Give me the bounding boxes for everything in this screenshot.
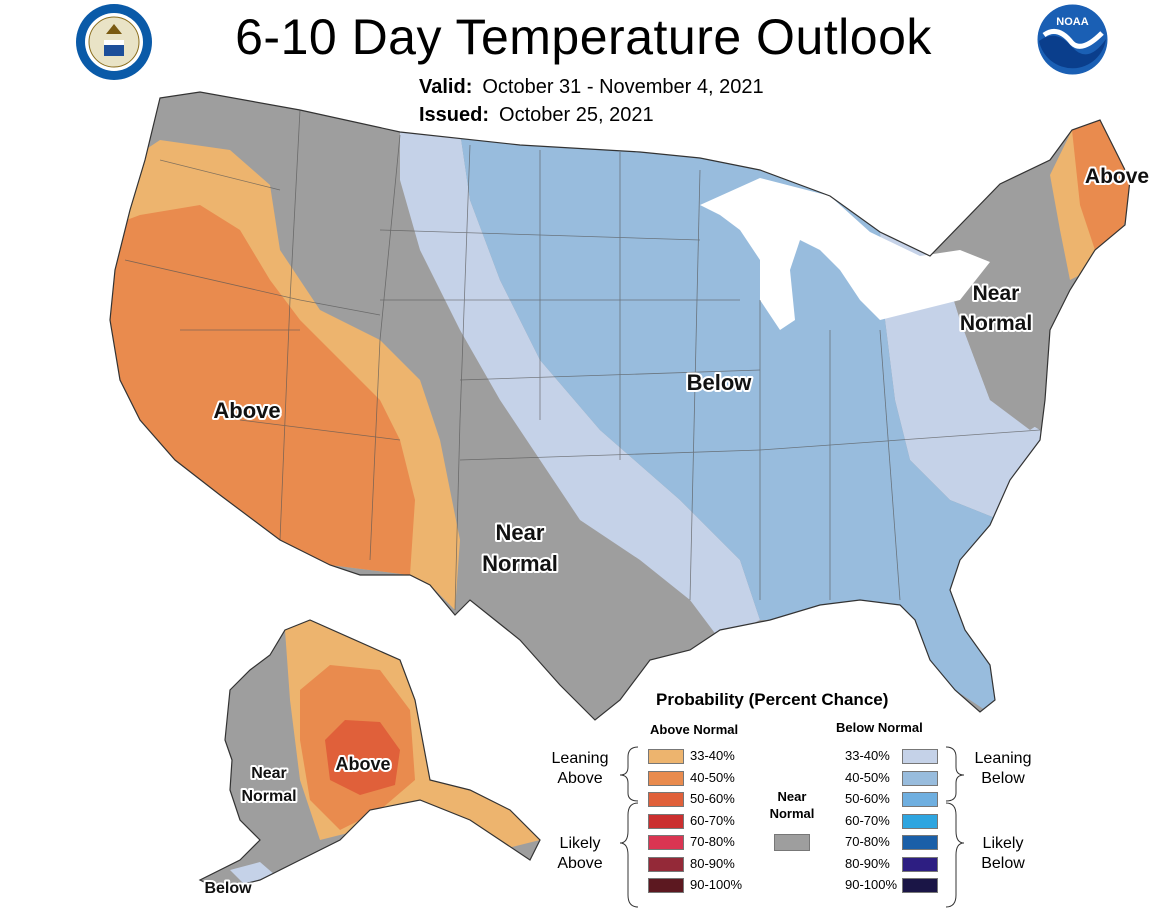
legend-below-header: Below Normal xyxy=(836,720,923,735)
legend-above-swatch xyxy=(648,770,684,786)
label-above-west: Above xyxy=(213,398,280,423)
label-near-texas-1: Near xyxy=(496,520,545,545)
legend-leaning-above: Leaning Above xyxy=(551,750,609,787)
near-normal-east-region xyxy=(930,160,1070,430)
legend-above-header: Above Normal xyxy=(650,722,739,737)
legend-below-swatch xyxy=(902,835,938,850)
legend-near-normal-label: Near Normal xyxy=(769,789,815,821)
legend-below-label: 90-100% xyxy=(845,877,898,892)
legend-below-label: 60-70% xyxy=(845,812,890,828)
legend-below-braces xyxy=(945,746,965,908)
legend-above-label: 60-70% xyxy=(690,812,735,828)
label-near-alaska-1: Near xyxy=(251,765,287,782)
alaska-likely-above-50-region xyxy=(325,720,400,795)
issued-label: Issued: xyxy=(419,104,490,126)
legend-below-label: 33-40% xyxy=(845,748,890,763)
legend-leaning-below: Leaning Below xyxy=(974,750,1032,787)
likely-above-maine-region xyxy=(1072,120,1130,250)
state-boundaries xyxy=(124,109,1041,611)
great-lakes xyxy=(700,178,990,330)
legend-below-swatch xyxy=(902,878,938,893)
valid-label: Valid: xyxy=(419,76,473,98)
legend-above-swatch xyxy=(648,856,684,872)
label-below-alaska: Below xyxy=(204,880,252,897)
legend-above-label: 50-60% xyxy=(690,791,735,806)
legend-below-label: 80-90% xyxy=(845,855,890,871)
legend-above-swatch xyxy=(648,878,684,893)
legend-below-swatch xyxy=(902,770,938,786)
label-above-alaska: Above xyxy=(335,754,390,774)
valid-value: October 31 - November 4, 2021 xyxy=(482,76,764,98)
legend-below-swatch xyxy=(902,856,938,872)
legend-likely-above: Likely Above xyxy=(557,835,603,872)
legend-title: Probability (Percent Chance) xyxy=(656,690,889,709)
issued-value: October 25, 2021 xyxy=(499,104,654,126)
alaska-below-region xyxy=(230,862,275,885)
alaska-outline xyxy=(198,619,541,891)
issued-date: Issued: October 25, 2021 xyxy=(419,104,654,127)
legend-below-label: 50-60% xyxy=(845,791,890,806)
noaa-logo: NOAA xyxy=(1037,4,1108,75)
legend-above-swatch xyxy=(648,792,684,807)
label-near-texas-2: Normal xyxy=(482,551,558,576)
page-title: 6-10 Day Temperature Outlook xyxy=(235,9,932,65)
legend-below-label: 70-80% xyxy=(845,834,890,849)
legend-above-swatch xyxy=(648,749,684,764)
legend-below-swatch xyxy=(902,813,938,829)
label-near-northeast-1: Near xyxy=(973,282,1020,305)
valid-dates: Valid: October 31 - November 4, 2021 xyxy=(419,76,764,99)
label-above-maine: Above xyxy=(1085,165,1149,188)
legend-above-label: 70-80% xyxy=(690,834,735,849)
legend-above-label: 90-100% xyxy=(690,877,743,892)
legend-below-swatch xyxy=(902,792,938,807)
legend-above-swatch xyxy=(648,835,684,850)
conus-outline xyxy=(109,91,1131,721)
legend-below-label: 40-50% xyxy=(845,769,890,785)
svg-text:NOAA: NOAA xyxy=(1056,16,1088,28)
commerce-seal-logo xyxy=(76,4,152,80)
legend-below-swatch xyxy=(902,749,938,764)
label-near-northeast-2: Normal xyxy=(960,312,1032,335)
label-below-central: Below xyxy=(687,370,753,395)
legend-above-label: 33-40% xyxy=(690,748,735,763)
legend-above-label: 80-90% xyxy=(690,855,735,871)
legend-above-braces xyxy=(619,746,639,908)
leaning-below-region xyxy=(400,132,760,640)
likely-below-region xyxy=(460,132,1045,720)
legend-near-normal-swatch xyxy=(774,834,810,851)
legend-above-swatch xyxy=(648,813,684,829)
legend-above-label: 40-50% xyxy=(690,769,735,785)
label-near-alaska-2: Normal xyxy=(241,788,296,805)
legend-likely-below: Likely Below xyxy=(981,835,1025,872)
likely-above-west-region xyxy=(110,205,415,575)
